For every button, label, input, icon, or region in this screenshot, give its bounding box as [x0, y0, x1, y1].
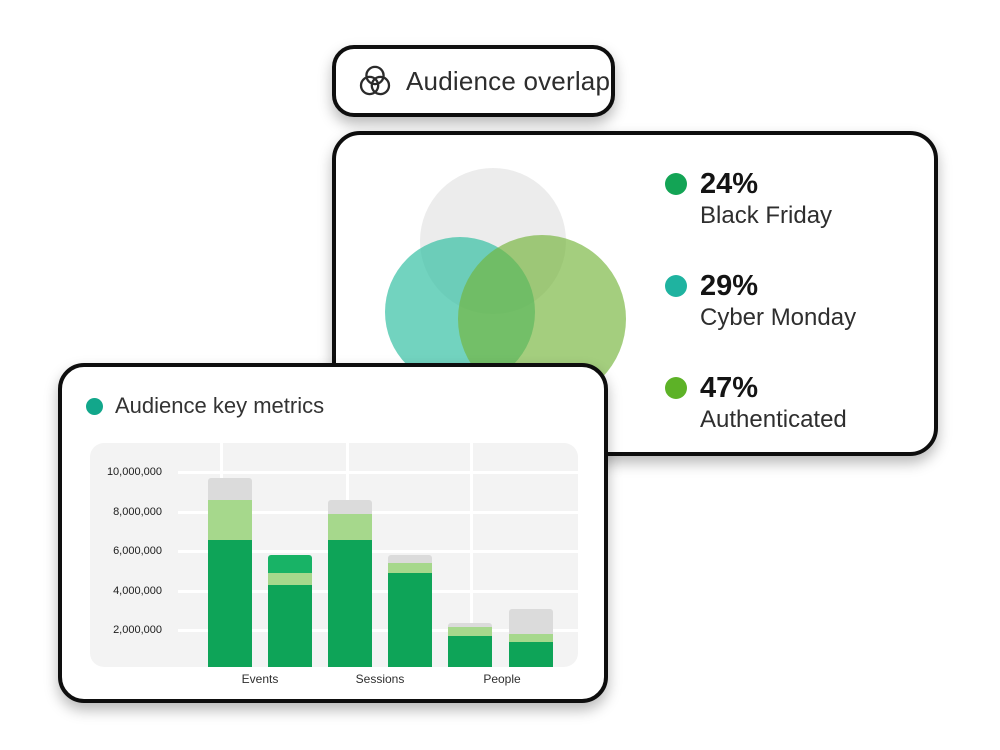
legend-dot — [665, 377, 687, 399]
h-gridline — [178, 510, 578, 514]
stacked-bar — [509, 608, 553, 667]
bar-segment — [268, 585, 312, 667]
bar-segment — [388, 555, 432, 564]
bar-segment — [448, 626, 492, 637]
v-gridline — [469, 443, 473, 667]
x-axis-label: Sessions — [355, 672, 405, 686]
badge-label: Audience overlap — [406, 65, 611, 96]
h-gridline — [178, 471, 578, 474]
bar-segment — [388, 563, 432, 574]
legend-label: Cyber Monday — [700, 304, 857, 331]
y-axis-tick-label: 6,000,000 — [113, 545, 162, 557]
bar-segment — [388, 573, 432, 667]
legend-item-black-friday: 24% Black Friday — [665, 167, 832, 230]
legend-label: Authenticated — [700, 406, 847, 433]
title-dot — [86, 397, 103, 415]
legend-percent: 47% — [700, 372, 759, 404]
audience-overlap-badge: Audience overlap — [332, 45, 615, 117]
bar-segment — [268, 573, 312, 586]
y-axis-tick-label: 8,000,000 — [113, 505, 162, 518]
legend-percent: 24% — [700, 168, 759, 200]
stacked-bar — [328, 500, 372, 667]
y-axis-tick-label: 10,000,000 — [106, 466, 162, 478]
y-axis-tick-label: 2,000,000 — [113, 624, 162, 636]
bar-segment — [208, 500, 252, 540]
bar-segment — [448, 622, 492, 627]
legend-label: Black Friday — [700, 202, 833, 229]
h-gridline — [178, 550, 578, 553]
stacked-bar — [208, 478, 252, 667]
bar-segment — [328, 500, 372, 514]
legend-percent: 29% — [700, 270, 759, 302]
bar-segment — [208, 539, 252, 667]
bar-segment — [448, 636, 492, 667]
bar-segment — [509, 608, 553, 635]
legend-item-authenticated: 47% Authenticated — [665, 371, 847, 434]
legend-dot — [665, 275, 687, 297]
bar-segment — [208, 478, 252, 501]
stacked-bar — [448, 622, 492, 667]
legend-dot — [665, 173, 687, 195]
h-gridline — [178, 589, 578, 593]
y-axis-tick-label: 4,000,000 — [113, 584, 162, 597]
audience-overlap-venn-icon — [357, 64, 393, 99]
stacked-bar — [268, 555, 312, 667]
x-axis-label: People — [483, 672, 521, 686]
bar-segment — [268, 555, 312, 574]
x-axis-label: Events — [241, 672, 279, 686]
h-gridline — [178, 629, 578, 632]
legend-item-cyber-monday: 29% Cyber Monday — [665, 269, 856, 332]
bar-segment — [328, 513, 372, 540]
card-title: Audience key metrics — [115, 393, 325, 418]
stacked-bar — [388, 555, 432, 667]
stacked-bar-chart: 10,000,000 8,000,000 6,000,000 4,000,000 2,0… — [90, 443, 578, 667]
audience-key-metrics-card: Audience key metrics 10,000,000 8,000,000… — [58, 363, 608, 703]
bar-segment — [328, 539, 372, 667]
bar-segment — [509, 642, 553, 667]
bar-segment — [509, 634, 553, 643]
